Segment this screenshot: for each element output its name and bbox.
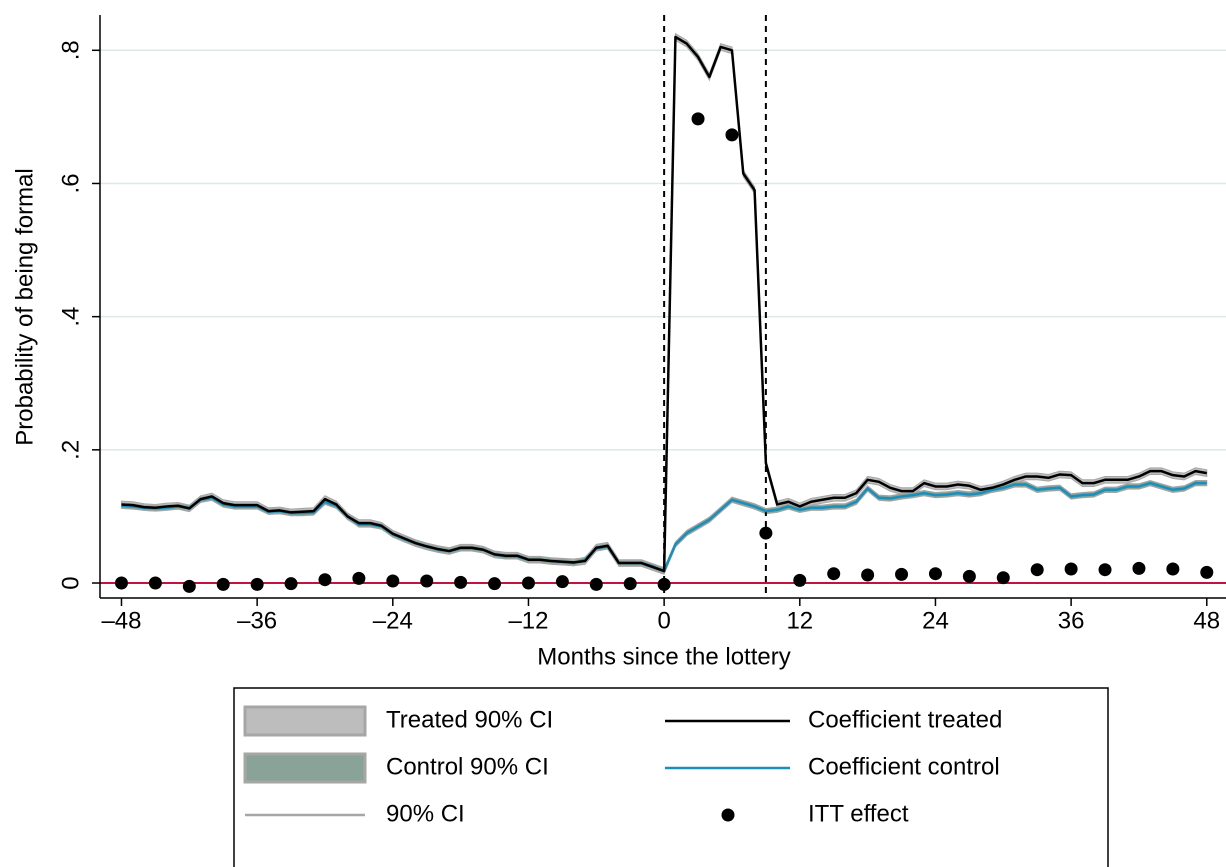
itt-point <box>454 575 468 589</box>
legend: Treated 90% CI Control 90% CI 90% CI Coeffi… <box>243 705 1002 827</box>
itt-point <box>657 577 671 591</box>
itt-point <box>895 567 909 581</box>
itt-point <box>1098 563 1112 577</box>
itt-point <box>114 576 128 590</box>
itt-point <box>1064 562 1078 576</box>
x-tick-label: 48 <box>1193 607 1220 634</box>
itt-point <box>148 576 162 590</box>
itt-point <box>216 577 230 591</box>
legend-swatch <box>721 808 735 822</box>
legend-label: Coefficient treated <box>808 706 1002 733</box>
itt-point <box>1030 563 1044 577</box>
x-tick-label: 24 <box>922 607 949 634</box>
legend-label: 90% CI <box>386 800 465 827</box>
itt-point <box>182 579 196 593</box>
itt-point <box>318 573 332 587</box>
itt-point <box>521 576 535 590</box>
legend-swatch <box>243 705 367 737</box>
x-tick-label: –48 <box>101 607 141 634</box>
itt-point <box>962 569 976 583</box>
legend-label: ITT effect <box>808 800 909 827</box>
plot-area: 0 .2 .4 .6 .8 –48 –36 –24 –12 0 12 24 36 48 <box>57 15 1226 634</box>
itt-point <box>759 526 773 540</box>
x-tick-label: 12 <box>786 607 813 634</box>
itt-point <box>1132 561 1146 575</box>
itt-point <box>386 574 400 588</box>
itt-point <box>555 575 569 589</box>
itt-point <box>691 112 705 126</box>
x-tick-label: –24 <box>373 607 413 634</box>
y-tick-label: .2 <box>57 440 84 460</box>
x-tick-label: –12 <box>508 607 548 634</box>
x-axis-label: Months since the lottery <box>537 643 790 670</box>
legend-label: Treated 90% CI <box>386 706 553 733</box>
legend-label: Control 90% CI <box>386 753 549 780</box>
itt-point <box>488 577 502 591</box>
y-tick-label: .6 <box>57 173 84 193</box>
itt-point <box>284 577 298 591</box>
series-line <box>121 35 1207 573</box>
itt-point <box>996 571 1010 585</box>
legend-label: Coefficient control <box>808 753 1000 780</box>
itt-point <box>793 573 807 587</box>
y-tick-label: .4 <box>57 307 84 327</box>
x-tick-label: 0 <box>657 607 670 634</box>
legend-swatch <box>243 752 367 784</box>
itt-point <box>589 577 603 591</box>
itt-point <box>928 567 942 581</box>
itt-point <box>352 571 366 585</box>
x-tick-label: –36 <box>237 607 277 634</box>
itt-point <box>861 568 875 582</box>
itt-point <box>827 567 841 581</box>
itt-point <box>250 577 264 591</box>
y-axis-label: Probability of being formal <box>11 168 38 445</box>
y-tick-label: 0 <box>57 576 84 589</box>
legend-box <box>233 687 1109 867</box>
itt-point <box>1166 562 1180 576</box>
x-tick-label: 36 <box>1058 607 1085 634</box>
itt-point <box>725 128 739 142</box>
itt-point <box>1200 565 1214 579</box>
ci-band <box>120 479 1208 575</box>
y-tick-label: .8 <box>57 40 84 60</box>
itt-point <box>420 574 434 588</box>
itt-point <box>623 577 637 591</box>
